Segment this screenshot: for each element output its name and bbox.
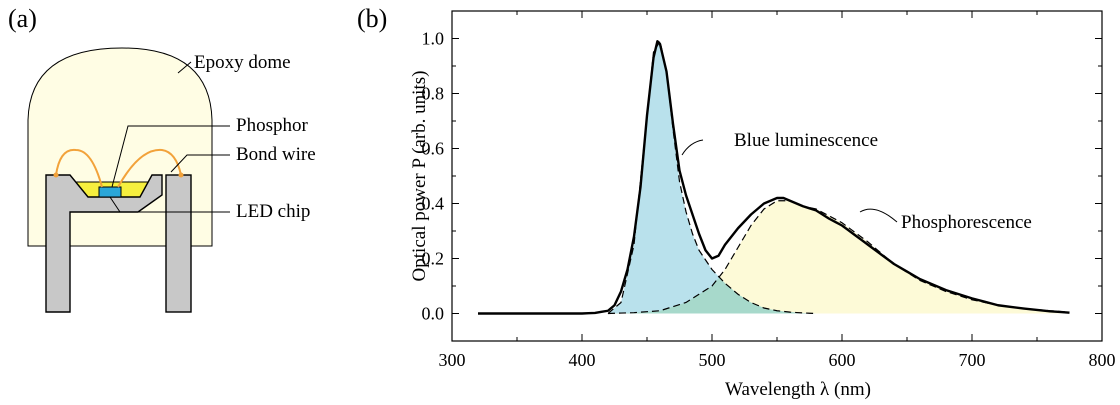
y-tick-label: 1.0 bbox=[422, 29, 445, 49]
led-chip bbox=[98, 186, 122, 198]
x-tick-label: 500 bbox=[699, 350, 726, 370]
panel-b: (b) 300 400 500 600 700 800 0.0 0.2 0.4 0.6 0.8 1.0… bbox=[357, 4, 1116, 400]
annotation-leaders bbox=[681, 139, 898, 223]
panel-b-label: (b) bbox=[357, 4, 387, 33]
panel-a: (a) Epoxy dome Phosphor Bond wire LED ch… bbox=[8, 4, 316, 313]
led-chip-label: LED chip bbox=[236, 201, 310, 222]
bond-dot-left bbox=[53, 172, 59, 178]
phosphorescence-label: Phosphorescence bbox=[901, 212, 1032, 233]
blue-luminescence-label: Blue luminescence bbox=[734, 130, 878, 151]
epoxy-dome-label: Epoxy dome bbox=[194, 52, 291, 73]
leader-lines bbox=[109, 61, 230, 213]
x-tick-label: 400 bbox=[569, 350, 596, 370]
x-tick-label: 700 bbox=[959, 350, 986, 370]
x-tick-label: 300 bbox=[439, 350, 466, 370]
y-tick-label: 0.4 bbox=[422, 194, 445, 214]
blue-luminescence-fill bbox=[608, 41, 816, 314]
y-tick-label: 0.8 bbox=[422, 84, 445, 104]
leadframe-left bbox=[45, 174, 163, 313]
panel-a-label: (a) bbox=[8, 4, 37, 33]
bond-wires bbox=[55, 148, 182, 188]
bond-dot-right bbox=[178, 172, 184, 178]
leadframe-right bbox=[165, 174, 192, 313]
axis-ticks: 300 400 500 600 700 800 0.0 0.2 0.4 0.6 0.8 1.0 bbox=[422, 10, 1116, 370]
y-tick-label: 0.0 bbox=[422, 304, 445, 324]
y-tick-label: 0.6 bbox=[422, 139, 445, 159]
x-axis-label: Wavelength λ (nm) bbox=[725, 379, 871, 400]
phosphor-label: Phosphor bbox=[236, 115, 308, 136]
y-tick-label: 0.2 bbox=[422, 249, 445, 269]
blue-luminescence-curve bbox=[607, 39, 817, 315]
total-spectrum-curve bbox=[478, 40, 1070, 315]
plot-area bbox=[478, 39, 1070, 315]
x-tick-label: 600 bbox=[829, 350, 856, 370]
y-axis-label: Optical power P (arb. units) bbox=[409, 71, 430, 282]
x-tick-label: 800 bbox=[1089, 350, 1116, 370]
bond-wire-label: Bond wire bbox=[236, 144, 316, 165]
overlap-fill bbox=[608, 277, 816, 314]
